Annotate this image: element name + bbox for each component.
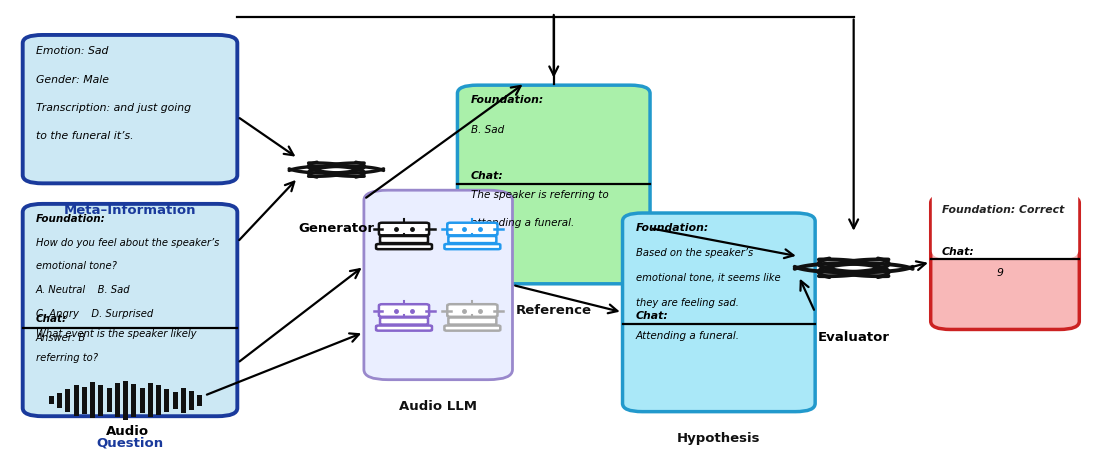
- FancyBboxPatch shape: [190, 391, 194, 410]
- Text: Based on the speaker’s: Based on the speaker’s: [636, 248, 753, 258]
- FancyBboxPatch shape: [164, 389, 170, 412]
- Text: they are feeling sad.: they are feeling sad.: [636, 299, 738, 308]
- Text: How do you feel about the speaker’s: How do you feel about the speaker’s: [36, 238, 219, 248]
- Text: Attending a funeral.: Attending a funeral.: [636, 331, 739, 341]
- Text: Question: Question: [97, 437, 163, 450]
- Text: What event is the speaker likely: What event is the speaker likely: [36, 329, 196, 339]
- FancyBboxPatch shape: [933, 197, 1077, 257]
- FancyBboxPatch shape: [148, 383, 153, 417]
- FancyBboxPatch shape: [376, 244, 432, 249]
- FancyBboxPatch shape: [379, 304, 429, 317]
- FancyBboxPatch shape: [380, 317, 428, 325]
- FancyBboxPatch shape: [57, 393, 62, 408]
- FancyBboxPatch shape: [379, 223, 429, 235]
- Text: Chat:: Chat:: [636, 311, 669, 321]
- FancyBboxPatch shape: [181, 387, 186, 413]
- FancyBboxPatch shape: [65, 389, 71, 412]
- Text: Audio: Audio: [106, 425, 149, 438]
- FancyBboxPatch shape: [107, 388, 111, 412]
- FancyBboxPatch shape: [457, 85, 650, 284]
- Text: The speaker is referring to: The speaker is referring to: [471, 190, 608, 200]
- Text: Audio LLM: Audio LLM: [399, 400, 477, 413]
- Text: Chat:: Chat:: [942, 247, 974, 257]
- FancyBboxPatch shape: [449, 236, 496, 243]
- FancyBboxPatch shape: [932, 131, 1078, 259]
- FancyBboxPatch shape: [115, 383, 120, 417]
- Text: Chat:: Chat:: [471, 171, 504, 181]
- Text: B. Sad: B. Sad: [471, 125, 504, 135]
- FancyBboxPatch shape: [380, 236, 428, 243]
- Text: Foundation:: Foundation:: [36, 214, 106, 224]
- FancyBboxPatch shape: [447, 304, 497, 317]
- Text: Meta–Information: Meta–Information: [64, 204, 196, 217]
- FancyBboxPatch shape: [623, 213, 815, 412]
- Text: Answer: B: Answer: B: [36, 333, 86, 343]
- FancyBboxPatch shape: [364, 190, 512, 380]
- FancyBboxPatch shape: [447, 223, 497, 235]
- Text: Evaluator: Evaluator: [818, 331, 889, 344]
- Text: Transcription: and just going: Transcription: and just going: [36, 103, 191, 113]
- Text: Emotion: Sad: Emotion: Sad: [36, 46, 108, 56]
- FancyBboxPatch shape: [23, 35, 237, 183]
- Text: Generator: Generator: [299, 222, 375, 235]
- Text: emotional tone?: emotional tone?: [36, 262, 117, 272]
- Text: Hypothesis: Hypothesis: [677, 432, 760, 445]
- Text: to the funeral it’s.: to the funeral it’s.: [36, 131, 133, 141]
- Text: Foundation:: Foundation:: [471, 95, 544, 105]
- FancyBboxPatch shape: [156, 385, 161, 415]
- FancyBboxPatch shape: [74, 385, 78, 416]
- Text: 9: 9: [996, 267, 1004, 278]
- Text: emotional tone, it seems like: emotional tone, it seems like: [636, 273, 780, 284]
- Text: Foundation:: Foundation:: [636, 223, 709, 233]
- FancyBboxPatch shape: [931, 195, 1079, 329]
- FancyBboxPatch shape: [90, 382, 95, 419]
- Text: A. Neutral    B. Sad: A. Neutral B. Sad: [36, 285, 130, 295]
- FancyBboxPatch shape: [48, 396, 54, 404]
- Text: Foundation: Correct: Foundation: Correct: [942, 205, 1065, 215]
- Text: C. Angry    D. Surprised: C. Angry D. Surprised: [36, 309, 153, 319]
- FancyBboxPatch shape: [444, 244, 500, 249]
- FancyBboxPatch shape: [376, 326, 432, 331]
- FancyBboxPatch shape: [82, 387, 87, 414]
- FancyBboxPatch shape: [123, 381, 128, 420]
- FancyBboxPatch shape: [197, 394, 203, 406]
- Text: Gender: Male: Gender: Male: [36, 75, 109, 85]
- Text: Chat:: Chat:: [36, 314, 67, 323]
- FancyBboxPatch shape: [449, 317, 496, 325]
- FancyBboxPatch shape: [23, 204, 237, 416]
- FancyBboxPatch shape: [140, 387, 144, 413]
- FancyBboxPatch shape: [444, 326, 500, 331]
- Text: attending a funeral.: attending a funeral.: [471, 218, 574, 228]
- FancyBboxPatch shape: [173, 392, 177, 409]
- FancyBboxPatch shape: [98, 385, 104, 416]
- FancyBboxPatch shape: [131, 384, 137, 417]
- Text: referring to?: referring to?: [36, 353, 98, 363]
- Text: Reference: Reference: [516, 304, 592, 317]
